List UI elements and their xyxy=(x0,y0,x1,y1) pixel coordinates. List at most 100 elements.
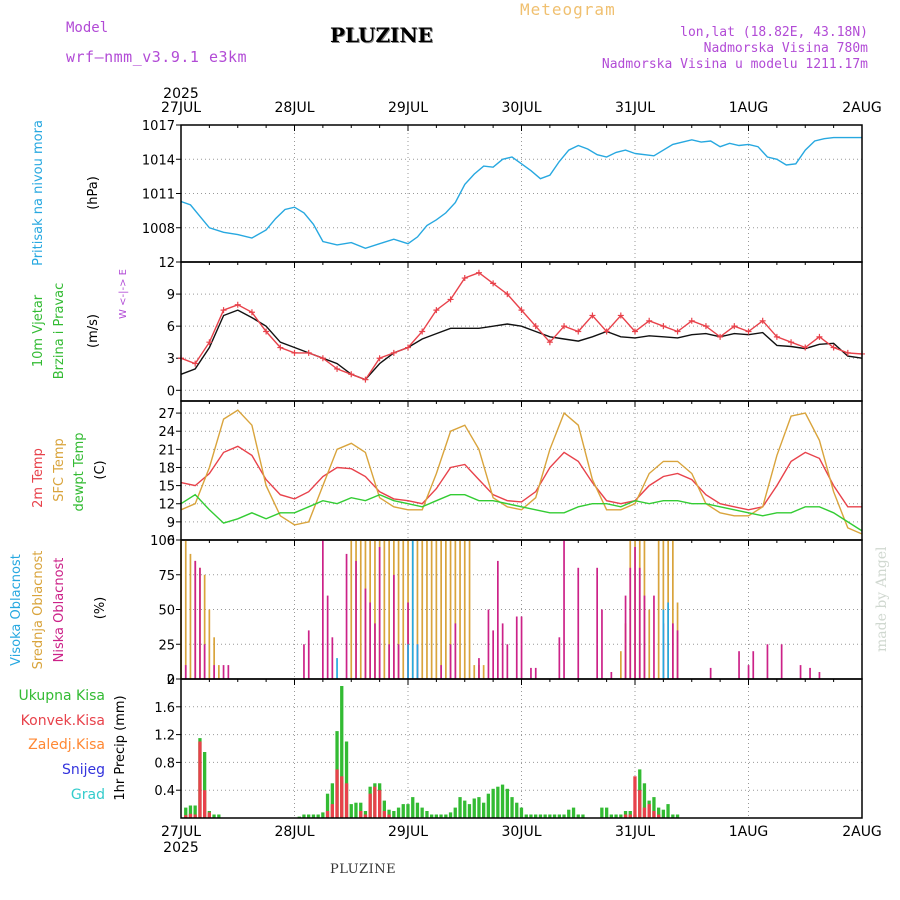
bar-low_cloud xyxy=(322,540,324,679)
gust-marker xyxy=(830,344,837,351)
ylabel-high-cloud: Visoka Oblacnost xyxy=(9,554,24,666)
bar-total_precip xyxy=(387,809,391,818)
bar-conv_precip xyxy=(330,804,334,818)
model-name: wrf–nmm_v3.9.1 e3km xyxy=(66,48,248,66)
bar-total_precip xyxy=(325,793,330,818)
ylabel-dewpoint: dewpt Temp xyxy=(72,432,87,511)
bar-low_cloud xyxy=(780,644,783,680)
gust-marker xyxy=(660,323,667,330)
bar-total_precip xyxy=(392,811,396,818)
y-tick-label: 6 xyxy=(167,320,175,335)
y-tick-label: 75 xyxy=(158,569,175,584)
precip-legend-item: Konvek.Kisa xyxy=(21,713,105,729)
bar-conv_precip xyxy=(642,807,647,818)
bar-mid_cloud xyxy=(620,651,622,679)
bar-total_precip xyxy=(349,804,353,818)
bar-total_precip xyxy=(500,784,505,818)
bar-total_precip xyxy=(524,814,528,818)
gust-marker xyxy=(433,307,440,314)
ylabel-temp2m: 2m Temp xyxy=(31,448,46,508)
bar-low_cloud xyxy=(563,540,565,679)
bar-low_cloud xyxy=(558,637,561,679)
gust-marker xyxy=(475,269,482,276)
gust-marker xyxy=(617,312,624,319)
gust-marker xyxy=(348,371,355,378)
bar-total_precip xyxy=(212,814,216,818)
bar-mid_cloud xyxy=(388,540,390,679)
bar-total_precip xyxy=(605,807,609,818)
gust-marker xyxy=(362,376,369,383)
bar-low_cloud xyxy=(520,616,523,679)
bar-total_precip xyxy=(557,814,561,818)
bar-total_precip xyxy=(600,807,604,818)
bar-total_precip xyxy=(430,814,434,818)
ylabel-cloud-unit: (%) xyxy=(93,597,108,620)
bar-low_cloud xyxy=(752,651,755,679)
year-label-bottom: 2025 xyxy=(163,840,199,856)
gust-marker xyxy=(291,349,298,356)
y-tick-label: 18 xyxy=(158,461,175,476)
bar-mid_cloud xyxy=(421,540,424,679)
bar-total_precip xyxy=(382,800,386,818)
bar-conv_precip xyxy=(188,813,193,818)
bar-low_cloud xyxy=(478,658,480,679)
gust-marker xyxy=(376,355,383,362)
bar-total_precip xyxy=(467,804,472,818)
y-tick-label: 1017 xyxy=(142,119,175,134)
precip-legend-item: Zaledj.Kisa xyxy=(28,737,105,753)
bar-conv_precip xyxy=(203,790,207,818)
series-line-wind_speed xyxy=(180,309,863,381)
gust-marker xyxy=(731,323,738,330)
bar-total_precip xyxy=(472,798,476,818)
bar-conv_precip xyxy=(335,769,339,818)
bar-high_cloud xyxy=(416,644,419,680)
bar-conv_precip xyxy=(647,804,651,818)
bar-high_cloud xyxy=(407,644,409,680)
bar-mid_cloud xyxy=(657,540,660,679)
bar-low_cloud xyxy=(222,665,225,679)
gust-marker xyxy=(646,317,653,324)
bar-total_precip xyxy=(661,809,665,818)
gust-marker xyxy=(490,280,497,287)
y-tick-label: 12 xyxy=(158,498,175,513)
bar-total_precip xyxy=(534,814,538,818)
gust-marker xyxy=(632,328,638,335)
bar-low_cloud xyxy=(397,644,400,680)
gust-marker xyxy=(802,344,809,351)
bar-total_precip xyxy=(458,797,462,818)
elevation-label: Nadmorska Visina 780m xyxy=(703,41,868,56)
bar-conv_precip xyxy=(628,814,632,818)
bar-conv_precip xyxy=(359,811,363,818)
bar-total_precip xyxy=(642,783,647,819)
gust-marker xyxy=(589,312,596,319)
bar-mid_cloud xyxy=(203,574,206,680)
bar-conv_precip xyxy=(363,814,368,818)
gust-marker xyxy=(504,291,511,298)
bar-low_cloud xyxy=(818,672,821,679)
gust-marker xyxy=(561,323,568,330)
gust-marker xyxy=(674,328,681,335)
bar-total_precip xyxy=(217,814,221,818)
model-elevation-label: Nadmorska Visina u modelu 1211.17m xyxy=(601,57,868,72)
ylabel-sfc-temp: SFC Temp xyxy=(52,438,67,502)
bar-mid_cloud xyxy=(426,540,428,679)
gust-marker xyxy=(277,344,284,351)
bar-total_precip xyxy=(609,814,613,818)
bar-low_cloud xyxy=(213,665,215,679)
x-tick-label-top: 30JUL xyxy=(502,100,542,116)
ylabel-wind-dir: Brzina i Pravac xyxy=(52,283,67,380)
x-tick-label-top: 1AUG xyxy=(729,100,769,116)
bar-mid_cloud xyxy=(208,609,211,679)
bar-mid_cloud xyxy=(454,540,457,679)
y-tick-label: 27 xyxy=(158,407,175,422)
bar-low_cloud xyxy=(345,553,348,679)
ylabel-pressure-unit: (hPa) xyxy=(86,176,101,210)
bar-conv_precip xyxy=(638,790,642,818)
bar-total_precip xyxy=(439,814,443,818)
bar-low_cloud xyxy=(355,560,357,679)
series-line-pressure xyxy=(180,136,862,250)
y-tick-label: 9 xyxy=(167,288,175,303)
bar-low_cloud xyxy=(326,595,329,679)
ylabel-mid-cloud: Srednja Oblacnost xyxy=(31,551,46,670)
bar-low_cloud xyxy=(194,560,197,679)
